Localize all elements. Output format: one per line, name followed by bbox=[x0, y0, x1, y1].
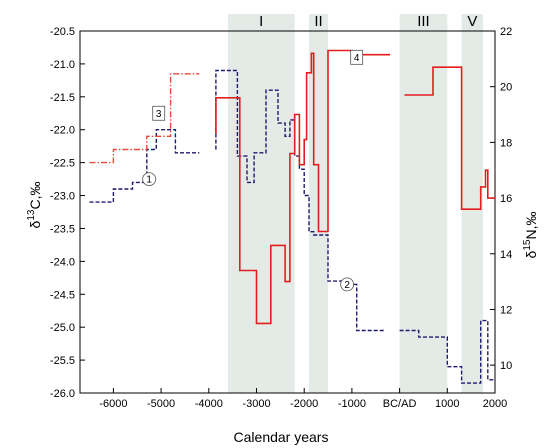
series-3-line bbox=[404, 66, 495, 210]
series-2-line bbox=[89, 73, 200, 164]
x-tick-label: 2000 bbox=[483, 398, 507, 410]
band-V bbox=[461, 14, 484, 393]
right-axis-title: δ15N,‰ bbox=[522, 212, 539, 259]
left-tick-label: -22.0 bbox=[50, 125, 75, 137]
x-tick-label: BC/AD bbox=[383, 398, 417, 410]
right-axis-title-sup: 15 bbox=[522, 239, 533, 251]
right-tick-label: 16 bbox=[500, 193, 512, 205]
right-tick-label: 14 bbox=[500, 249, 512, 261]
plot-frame bbox=[79, 30, 496, 394]
right-tick-label: 22 bbox=[500, 26, 512, 38]
band-label-III: III bbox=[417, 13, 430, 30]
x-axis-title: Calendar years bbox=[234, 429, 329, 445]
right-tick-label: 12 bbox=[500, 304, 512, 316]
right-tick-label: 10 bbox=[500, 360, 512, 372]
series-marker-4 bbox=[350, 49, 364, 65]
right-tick-label: 20 bbox=[500, 82, 512, 94]
left-tick-label: -23.0 bbox=[50, 191, 75, 203]
left-axis: -20.5 -21.0 -21.5 -22.0 -22.5 -23.0 -23.5 -24.0… bbox=[50, 26, 85, 400]
left-tick-label: -23.5 bbox=[50, 223, 75, 235]
series-marker-1 bbox=[142, 172, 157, 186]
left-tick-label: -22.5 bbox=[50, 158, 75, 170]
period-bands bbox=[227, 14, 484, 393]
right-axis: 10 12 14 16 18 20 22 bbox=[490, 26, 512, 372]
right-axis-title-delta: δ bbox=[523, 250, 539, 258]
series-1-line bbox=[215, 69, 386, 332]
band-label-II: II bbox=[314, 13, 322, 30]
series-marker-label: 2 bbox=[344, 280, 350, 291]
left-tick-label: -25.5 bbox=[50, 355, 75, 367]
band-I bbox=[227, 14, 295, 393]
period-band-labels: I II III V bbox=[259, 13, 477, 30]
left-axis-title-rest: C,‰ bbox=[27, 182, 43, 210]
x-tick-label: -5000 bbox=[147, 398, 175, 410]
x-tick-label: -3000 bbox=[242, 398, 270, 410]
left-axis-title: δ13C,‰ bbox=[26, 182, 43, 229]
series-1-line bbox=[399, 319, 495, 384]
right-tick-label: 18 bbox=[500, 137, 512, 149]
right-axis-title-rest: N,‰ bbox=[523, 212, 539, 240]
left-axis-title-delta: δ bbox=[27, 220, 43, 228]
left-axis-title-sup: 13 bbox=[26, 209, 37, 221]
series-1-line bbox=[89, 129, 200, 203]
x-axis: -6000 -5000 -4000 -3000 -2000 -1000 BC/AD 1000 2… bbox=[99, 388, 507, 410]
x-tick-label: 1000 bbox=[435, 398, 459, 410]
left-tick-label: -26.0 bbox=[50, 388, 75, 400]
x-tick-label: -6000 bbox=[99, 398, 127, 410]
band-label-I: I bbox=[259, 13, 263, 30]
series-marker-label: 4 bbox=[354, 53, 360, 64]
x-tick-label: -2000 bbox=[290, 398, 318, 410]
left-tick-label: -25.0 bbox=[50, 322, 75, 334]
series-marker-2 bbox=[340, 277, 355, 292]
band-III bbox=[399, 14, 448, 393]
left-tick-label: -20.5 bbox=[50, 26, 75, 38]
series-3-line bbox=[215, 49, 391, 325]
x-tick-label: -4000 bbox=[195, 398, 223, 410]
series-markers: 1 2 3 4 bbox=[142, 49, 364, 292]
x-tick-label: -1000 bbox=[338, 398, 366, 410]
series-lines bbox=[89, 49, 495, 384]
series-marker-3 bbox=[152, 105, 166, 121]
series-marker-label: 3 bbox=[156, 109, 162, 120]
band-label-V: V bbox=[467, 13, 477, 30]
left-tick-label: -21.0 bbox=[50, 59, 75, 71]
series-marker-label: 1 bbox=[146, 175, 152, 186]
left-tick-label: -24.0 bbox=[50, 256, 75, 268]
left-tick-label: -21.5 bbox=[50, 92, 75, 104]
left-tick-label: -24.5 bbox=[50, 289, 75, 301]
